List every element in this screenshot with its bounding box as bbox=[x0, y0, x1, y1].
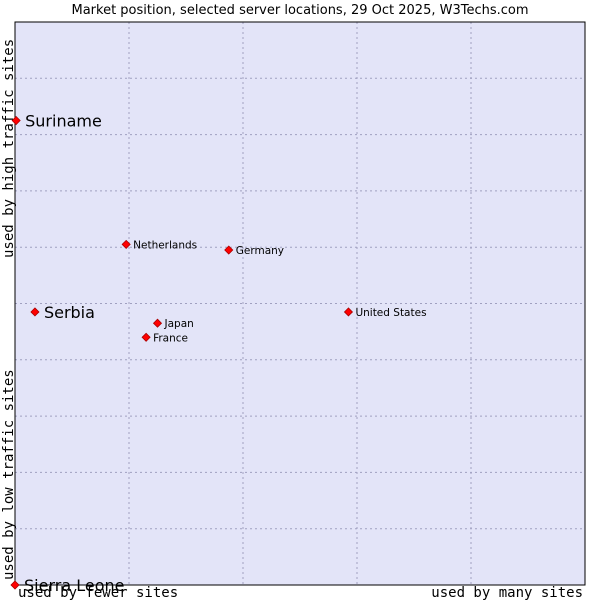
data-point-label: Germany bbox=[236, 245, 284, 257]
x-axis-label-high: used by many sites bbox=[431, 585, 583, 600]
data-point-label: Netherlands bbox=[133, 239, 197, 251]
data-point: Sierra Leone bbox=[10, 576, 124, 595]
y-axis-label-low: used by low traffic sites bbox=[1, 369, 17, 580]
data-point: France bbox=[141, 332, 188, 344]
y-axis-label-high: used by high traffic sites bbox=[1, 39, 17, 258]
data-point: Serbia bbox=[30, 303, 95, 322]
data-point: Suriname bbox=[11, 112, 102, 131]
data-point-marker bbox=[11, 115, 21, 126]
data-point-marker bbox=[141, 332, 151, 342]
data-point: Netherlands bbox=[121, 239, 197, 251]
plot-frame bbox=[14, 21, 586, 586]
data-point-marker bbox=[10, 580, 20, 590]
data-point: United States bbox=[343, 307, 427, 319]
data-point-marker bbox=[30, 307, 40, 317]
x-axis-label-low: used by fewer sites bbox=[18, 585, 178, 600]
data-point-label: United States bbox=[355, 307, 426, 319]
data-point-label: Serbia bbox=[44, 303, 95, 322]
data-point-marker bbox=[152, 318, 163, 328]
chart-title: Market position, selected server locatio… bbox=[71, 3, 528, 18]
data-point: Japan bbox=[152, 318, 194, 330]
grid-lines bbox=[15, 22, 585, 585]
data-point-marker bbox=[224, 245, 234, 255]
data-point-marker bbox=[121, 239, 131, 249]
data-point-marker bbox=[343, 307, 354, 317]
data-point-label: Suriname bbox=[25, 112, 102, 131]
data-point-label: France bbox=[153, 332, 188, 344]
data-point-label: Japan bbox=[164, 318, 194, 330]
data-point: Germany bbox=[224, 245, 284, 257]
data-point-label: Sierra Leone bbox=[24, 576, 124, 595]
data-points: Suriname Netherlands Germany Serbia United S… bbox=[10, 112, 427, 595]
